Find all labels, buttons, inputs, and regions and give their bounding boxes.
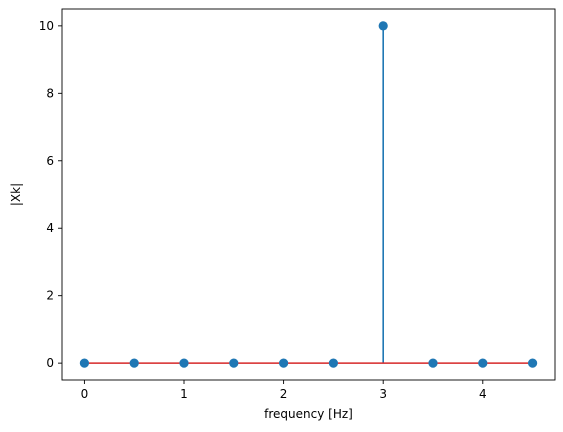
y-axis-label: |Xk|	[9, 183, 23, 206]
stem-marker	[428, 358, 438, 368]
y-tick-label: 0	[46, 356, 54, 370]
stem-marker	[527, 358, 538, 368]
stem-marker	[279, 358, 289, 368]
y-tick-label: 6	[46, 154, 54, 168]
x-tick-label: 2	[280, 387, 288, 401]
x-axis-ticks: 0 1 2 3 4	[81, 380, 487, 401]
y-axis-ticks: 0 2 4 6 8 10	[39, 19, 62, 370]
y-tick-label: 8	[46, 86, 54, 100]
stem-marker	[79, 358, 90, 368]
stem-marker	[478, 358, 488, 368]
x-tick-label: 3	[379, 387, 387, 401]
stem-marker	[179, 358, 189, 368]
stem-marker	[129, 358, 139, 368]
stem-marker	[378, 21, 388, 31]
axes-frame	[61, 8, 556, 381]
stem-marker	[328, 358, 338, 368]
x-tick-label: 0	[81, 387, 89, 401]
stem-marker	[229, 358, 239, 368]
x-tick-label: 4	[479, 387, 487, 401]
y-tick-label: 2	[46, 289, 54, 303]
plot-area	[79, 21, 538, 368]
y-tick-label: 4	[46, 221, 54, 235]
y-tick-label: 10	[39, 19, 54, 33]
x-tick-label: 1	[180, 387, 188, 401]
x-axis-label: frequency [Hz]	[264, 407, 353, 421]
